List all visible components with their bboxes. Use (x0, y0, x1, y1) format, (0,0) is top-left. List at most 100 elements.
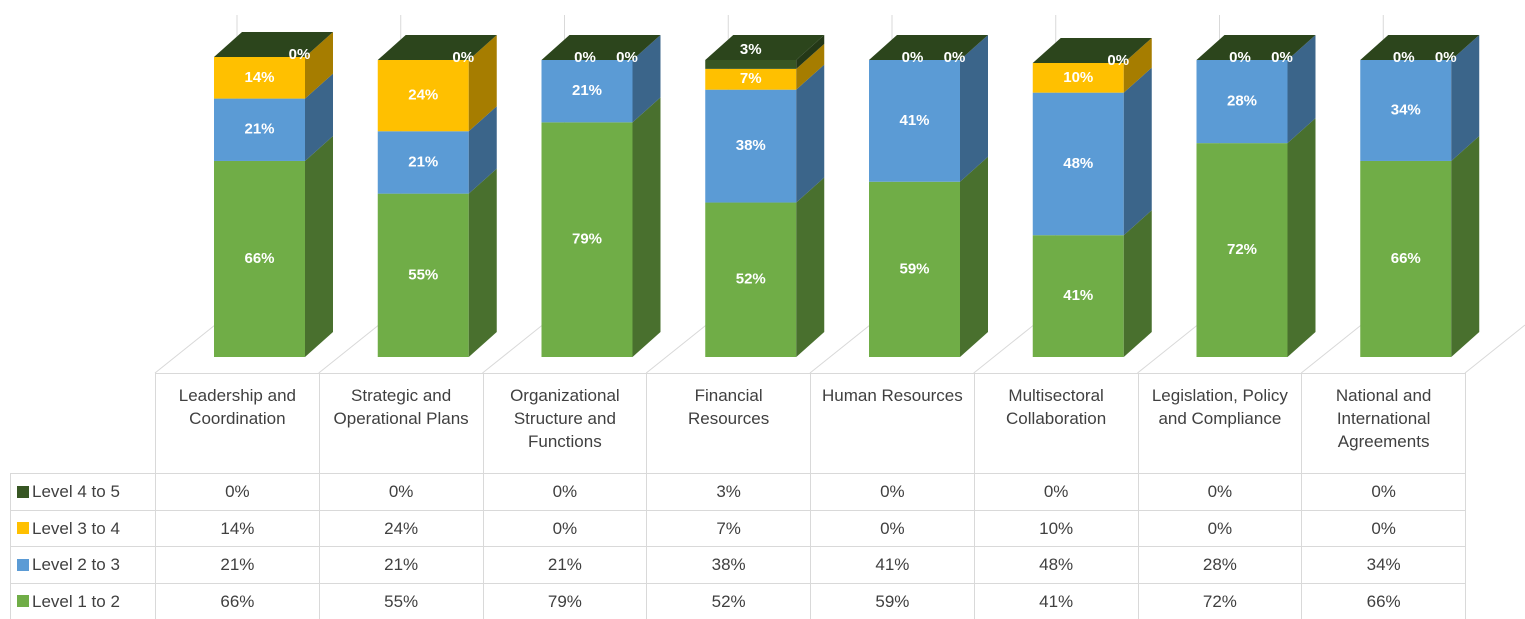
data-label: 21% (572, 82, 602, 99)
table-cell: 0% (482, 509, 648, 547)
bar-segment (377, 193, 469, 357)
table-cell: 34% (1301, 546, 1466, 584)
category-header: Legislation, Policy and Compliance (1137, 373, 1303, 474)
legend-label: Level 1 to 2 (32, 591, 120, 611)
data-label: 34% (1391, 101, 1421, 118)
floor-line (1137, 324, 1198, 374)
bar-segment (214, 57, 305, 99)
table-cell: 48% (973, 546, 1139, 584)
bar-segment (869, 59, 960, 182)
bar-side (632, 97, 661, 358)
data-label: 0% (1393, 49, 1415, 66)
legend-swatch (17, 558, 29, 571)
data-label: 14% (244, 69, 274, 86)
bar-top (869, 34, 988, 60)
category-header: Strategic and Operational Plans (318, 373, 484, 474)
table-cell: 41% (810, 546, 975, 584)
data-label: 66% (244, 250, 274, 267)
data-label: 72% (1227, 241, 1257, 258)
table-cell: 10% (973, 509, 1139, 547)
legend-label: Level 2 to 3 (32, 555, 120, 575)
data-label: 66% (1391, 250, 1421, 267)
table-cell: 21% (318, 546, 484, 584)
bar-side (1287, 118, 1316, 357)
table-cell: 21% (155, 546, 320, 584)
data-label: 0% (289, 46, 311, 63)
data-label: 0% (1435, 49, 1457, 66)
table-cell: 66% (155, 582, 320, 619)
bar-side (1451, 34, 1480, 161)
table-cell: 14% (155, 509, 320, 547)
bar-side (468, 34, 497, 132)
bar-top (1032, 37, 1152, 63)
floor-line (482, 324, 543, 374)
bar-side (796, 64, 825, 203)
bar-side (796, 177, 825, 357)
data-label: 79% (572, 231, 602, 248)
table-cell: 0% (1301, 509, 1466, 547)
data-label: 24% (408, 87, 438, 104)
bar-segment (1360, 59, 1452, 161)
table-cell: 24% (318, 509, 484, 547)
data-label: 21% (244, 121, 274, 138)
table-cell: 55% (318, 582, 484, 619)
legend-label: Level 3 to 4 (32, 518, 120, 538)
table-cell: 21% (482, 546, 648, 584)
bar-side (1123, 210, 1152, 357)
bar-top (377, 34, 497, 60)
bar-side (960, 34, 988, 182)
table-cell: 0% (482, 473, 648, 511)
bar-side (468, 168, 497, 357)
data-label: 48% (1063, 155, 1093, 172)
bar-side (796, 43, 825, 90)
floor-line (973, 324, 1035, 374)
data-label: 41% (899, 112, 929, 129)
legend-entry: Level 3 to 4 (10, 509, 156, 547)
bar-segment (869, 181, 960, 357)
legend-swatch (17, 595, 29, 608)
legend-swatch (17, 522, 29, 535)
legend-entry: Level 1 to 2 (10, 582, 156, 619)
data-label: 0% (452, 49, 474, 66)
table-cell: 79% (482, 582, 648, 619)
bar-segment (705, 59, 797, 69)
bar-side (796, 34, 825, 69)
data-label: 0% (574, 49, 596, 66)
legend-swatch (17, 485, 29, 498)
bar-side (305, 135, 333, 357)
bar-segment (377, 131, 469, 194)
legend-entry: Level 4 to 5 (10, 473, 156, 511)
data-label: 0% (1271, 49, 1293, 66)
bar-segment (1360, 160, 1452, 357)
bar-top (214, 32, 333, 57)
table-cell: 0% (973, 473, 1139, 511)
bar-top (541, 34, 661, 60)
data-label: 21% (408, 153, 438, 170)
bar-segment (377, 59, 469, 132)
category-header: Organizational Structure and Functions (482, 373, 648, 474)
table-cell: 72% (1137, 582, 1303, 619)
table-cell: 0% (155, 473, 320, 511)
table-cell: 66% (1301, 582, 1466, 619)
table-cell: 0% (1301, 473, 1466, 511)
table-cell: 0% (810, 509, 975, 547)
table-cell: 0% (810, 473, 975, 511)
data-label: 7% (740, 70, 762, 87)
floor-line (1464, 324, 1525, 374)
data-label: 3% (740, 41, 762, 58)
table-cell: 59% (810, 582, 975, 619)
category-header: Human Resources (810, 373, 975, 474)
data-label: 0% (1107, 52, 1129, 69)
bar-side (468, 106, 497, 194)
table-cell: 52% (646, 582, 811, 619)
data-label: 0% (944, 49, 966, 66)
category-header: National and International Agreements (1301, 373, 1466, 474)
data-label: 0% (902, 49, 924, 66)
table-cell: 41% (973, 582, 1139, 619)
category-header: Financial Resources (646, 373, 811, 474)
legend-label: Level 4 to 5 (32, 482, 120, 502)
bar-segment (214, 160, 305, 357)
bar-side (1451, 135, 1480, 357)
data-label: 59% (899, 260, 929, 277)
